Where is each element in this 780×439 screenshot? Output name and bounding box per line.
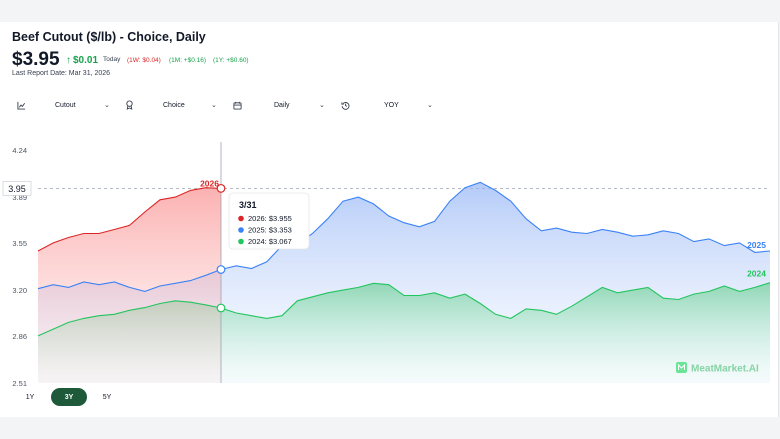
change-1y: (1Y: +$0.60) — [213, 57, 249, 64]
series-end-label-2024: 2024 — [747, 269, 766, 279]
calendar-icon — [230, 101, 244, 110]
chart-title: Beef Cutout ($/lb) - Choice, Daily — [12, 30, 206, 44]
watermark-text: MeatMarket.AI — [691, 364, 759, 375]
tooltip-row: 2024: $3.067 — [248, 237, 292, 246]
y-tick-label: 3.89 — [12, 193, 27, 202]
price-chart[interactable]: 2.512.863.203.553.894.24JanFebMarAprMayJ… — [0, 119, 778, 389]
tooltip-row: 2026: $3.955 — [248, 214, 292, 223]
reference-label-box — [2, 180, 32, 196]
y-tick-label: 3.55 — [12, 239, 27, 248]
history-icon — [338, 101, 352, 110]
tooltip-box — [228, 192, 310, 250]
chevron-down-icon: ⌄ — [319, 102, 325, 109]
frequency-select-value: Daily — [274, 101, 290, 109]
metric-select-value: Cutout — [55, 101, 76, 109]
tooltip-row: 2025: $3.353 — [248, 226, 292, 235]
comparison-select[interactable]: YOY ⌄ — [338, 95, 438, 115]
hover-marker-2026 — [216, 183, 226, 193]
price-change: ↑ $0.01 — [66, 55, 98, 66]
y-tick-label: 3.20 — [12, 286, 27, 295]
price-change-value: $0.01 — [73, 55, 99, 66]
series-end-label-2026: 2026 — [200, 179, 219, 189]
reference-label: 3.95 — [8, 184, 26, 194]
tooltip-dot — [238, 238, 244, 245]
range-1y-button[interactable]: 1Y — [25, 393, 35, 401]
series-line-2024 — [37, 282, 771, 337]
series-line-2025 — [37, 181, 771, 292]
ribbon-icon — [122, 100, 136, 110]
range-3y-button[interactable]: 3Y — [51, 388, 87, 406]
metric-select[interactable]: Cutout ⌄ — [14, 95, 114, 115]
frequency-select[interactable]: Daily ⌄ — [230, 95, 330, 115]
change-1m: (1M: +$0.16) — [169, 57, 207, 64]
series-end-label-2025: 2025 — [747, 240, 766, 250]
range-5y-button[interactable]: 5Y — [102, 393, 112, 401]
line-chart-icon — [14, 101, 28, 110]
grade-select-value: Choice — [163, 101, 185, 109]
series-line-2026 — [37, 187, 222, 252]
chart-card: Beef Cutout ($/lb) - Choice, Daily $3.95… — [0, 22, 779, 417]
watermark: MeatMarket.AI — [676, 362, 759, 375]
tooltip-dot — [238, 215, 244, 222]
change-period: Today — [103, 56, 121, 63]
y-tick-label: 2.51 — [12, 379, 27, 388]
current-price: $3.95 — [12, 49, 60, 70]
chevron-down-icon: ⌄ — [427, 102, 433, 109]
chevron-down-icon: ⌄ — [211, 102, 217, 109]
chevron-down-icon: ⌄ — [104, 102, 110, 109]
tooltip-dot — [238, 227, 244, 233]
comparison-select-value: YOY — [384, 101, 399, 109]
last-report-date: Last Report Date: Mar 31, 2026 — [12, 70, 111, 77]
grade-select[interactable]: Choice ⌄ — [122, 95, 222, 115]
y-tick-label: 4.24 — [12, 146, 27, 155]
arrow-up-icon: ↑ — [66, 55, 71, 66]
y-tick-label: 2.86 — [12, 332, 27, 341]
change-1w: (1W: $0.04) — [127, 57, 161, 64]
series-area-2026 — [38, 187, 221, 383]
logo-mark — [678, 363, 685, 370]
hover-marker-2025 — [216, 265, 226, 274]
tooltip-date: 3/31 — [239, 200, 257, 210]
hover-marker-2024 — [216, 303, 226, 313]
